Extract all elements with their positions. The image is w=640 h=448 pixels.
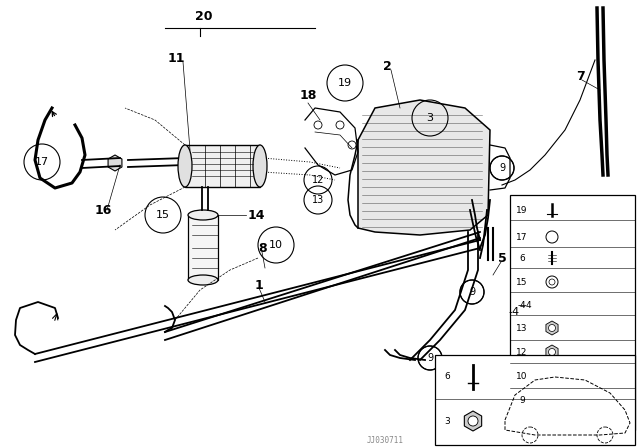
Text: 15: 15 bbox=[516, 277, 528, 287]
Text: —4: —4 bbox=[518, 301, 532, 310]
Text: 15: 15 bbox=[156, 210, 170, 220]
Ellipse shape bbox=[253, 145, 267, 187]
Polygon shape bbox=[358, 100, 490, 235]
Text: 13: 13 bbox=[516, 323, 528, 332]
Polygon shape bbox=[546, 345, 558, 359]
Text: 20: 20 bbox=[195, 9, 212, 22]
Text: 13: 13 bbox=[312, 195, 324, 205]
Polygon shape bbox=[546, 393, 558, 407]
Text: 9: 9 bbox=[427, 353, 433, 363]
Text: 6: 6 bbox=[444, 371, 450, 380]
Bar bbox=[510, 195, 635, 430]
Text: 10: 10 bbox=[269, 240, 283, 250]
Polygon shape bbox=[546, 369, 558, 383]
Polygon shape bbox=[108, 155, 122, 171]
Bar bbox=[435, 355, 635, 445]
Text: 1: 1 bbox=[255, 279, 264, 292]
Text: 6: 6 bbox=[519, 254, 525, 263]
Text: 3: 3 bbox=[444, 417, 450, 426]
Text: 16: 16 bbox=[95, 203, 113, 216]
Text: 17: 17 bbox=[35, 157, 49, 167]
Polygon shape bbox=[546, 321, 558, 335]
Bar bbox=[185, 145, 260, 187]
Text: 3: 3 bbox=[426, 113, 433, 123]
Polygon shape bbox=[465, 411, 482, 431]
Circle shape bbox=[548, 324, 556, 332]
Ellipse shape bbox=[188, 275, 218, 285]
Text: 19: 19 bbox=[516, 206, 528, 215]
Text: 12: 12 bbox=[312, 175, 324, 185]
Text: 8: 8 bbox=[258, 241, 267, 254]
Circle shape bbox=[468, 416, 478, 426]
Text: 2: 2 bbox=[383, 60, 392, 73]
Text: 9: 9 bbox=[499, 163, 505, 173]
Text: JJ030711: JJ030711 bbox=[367, 435, 403, 444]
Text: 10: 10 bbox=[516, 371, 528, 380]
Bar bbox=[188, 215, 218, 280]
Text: 9: 9 bbox=[519, 396, 525, 405]
Ellipse shape bbox=[188, 210, 218, 220]
Text: 4: 4 bbox=[519, 301, 525, 310]
Ellipse shape bbox=[178, 145, 192, 187]
Text: 5: 5 bbox=[498, 251, 507, 264]
Text: 19: 19 bbox=[338, 78, 352, 88]
Text: 18: 18 bbox=[300, 89, 317, 102]
Text: -4: -4 bbox=[508, 307, 519, 317]
Text: 11: 11 bbox=[168, 52, 186, 65]
Circle shape bbox=[548, 372, 556, 379]
Circle shape bbox=[548, 349, 556, 356]
Circle shape bbox=[548, 396, 556, 404]
Text: 9: 9 bbox=[469, 287, 475, 297]
Text: 12: 12 bbox=[516, 348, 528, 357]
Text: 7: 7 bbox=[576, 69, 585, 82]
Text: 17: 17 bbox=[516, 233, 528, 241]
Text: 14: 14 bbox=[248, 208, 266, 221]
